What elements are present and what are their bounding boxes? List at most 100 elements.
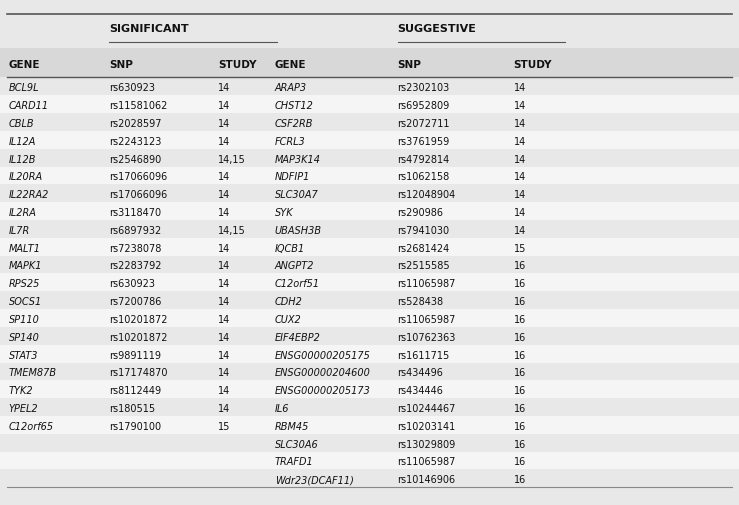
Text: 16: 16 — [514, 385, 526, 395]
Text: 16: 16 — [514, 439, 526, 449]
Text: TMEM87B: TMEM87B — [9, 368, 57, 378]
Bar — [0, 274, 739, 292]
Text: MAP3K14: MAP3K14 — [275, 154, 321, 164]
Text: rs11065987: rs11065987 — [398, 457, 456, 467]
Text: rs11065987: rs11065987 — [398, 279, 456, 289]
Text: 14: 14 — [218, 190, 231, 200]
Text: 14: 14 — [514, 136, 526, 146]
Text: 14: 14 — [218, 350, 231, 360]
Text: rs1790100: rs1790100 — [109, 421, 162, 431]
Text: rs12048904: rs12048904 — [398, 190, 456, 200]
Bar — [0, 114, 739, 132]
Text: rs6952809: rs6952809 — [398, 101, 450, 111]
Bar — [0, 434, 739, 452]
Bar — [0, 149, 739, 167]
Text: rs7238078: rs7238078 — [109, 243, 162, 253]
Text: ARAP3: ARAP3 — [275, 83, 307, 93]
Text: 14: 14 — [218, 385, 231, 395]
Text: 16: 16 — [514, 314, 526, 324]
Text: rs3118470: rs3118470 — [109, 208, 162, 218]
Text: ENSG00000204600: ENSG00000204600 — [275, 368, 371, 378]
Text: 14: 14 — [218, 261, 231, 271]
Text: Wdr23(DCAF11): Wdr23(DCAF11) — [275, 474, 354, 484]
Text: TRAFD1: TRAFD1 — [275, 457, 313, 467]
Text: rs630923: rs630923 — [109, 279, 155, 289]
Text: 14: 14 — [514, 208, 526, 218]
Bar — [0, 310, 739, 327]
Text: rs10201872: rs10201872 — [109, 332, 168, 342]
Text: C12orf65: C12orf65 — [9, 421, 54, 431]
Text: 14: 14 — [514, 190, 526, 200]
Text: 14: 14 — [218, 314, 231, 324]
Bar — [0, 238, 739, 256]
Text: rs10201872: rs10201872 — [109, 314, 168, 324]
Text: YPEL2: YPEL2 — [9, 403, 38, 413]
Text: SUGGESTIVE: SUGGESTIVE — [398, 24, 477, 34]
Text: 14: 14 — [218, 332, 231, 342]
Text: rs10146906: rs10146906 — [398, 474, 456, 484]
Text: rs17066096: rs17066096 — [109, 190, 168, 200]
Bar — [0, 363, 739, 381]
Text: 14: 14 — [514, 119, 526, 129]
Text: 14: 14 — [218, 136, 231, 146]
Text: 16: 16 — [514, 421, 526, 431]
Text: rs2283792: rs2283792 — [109, 261, 162, 271]
Text: rs290986: rs290986 — [398, 208, 443, 218]
Text: 14: 14 — [218, 296, 231, 307]
Text: UBASH3B: UBASH3B — [275, 225, 322, 235]
Text: 14: 14 — [218, 208, 231, 218]
Text: CBLB: CBLB — [9, 119, 35, 129]
Text: SOCS1: SOCS1 — [9, 296, 42, 307]
Text: SYK: SYK — [275, 208, 293, 218]
Bar — [0, 398, 739, 416]
Text: SNP: SNP — [109, 60, 133, 70]
Text: 14: 14 — [218, 83, 231, 93]
Bar — [0, 256, 739, 274]
Bar — [0, 345, 739, 363]
Text: 16: 16 — [514, 350, 526, 360]
Bar — [0, 15, 739, 49]
Text: 14: 14 — [218, 101, 231, 111]
Bar — [0, 185, 739, 203]
Text: TYK2: TYK2 — [9, 385, 33, 395]
Text: GENE: GENE — [275, 60, 307, 70]
Text: rs434446: rs434446 — [398, 385, 443, 395]
Text: NDFIP1: NDFIP1 — [275, 172, 310, 182]
Text: rs7200786: rs7200786 — [109, 296, 162, 307]
Text: 14: 14 — [514, 83, 526, 93]
Bar — [0, 203, 739, 221]
Text: rs8112449: rs8112449 — [109, 385, 162, 395]
Text: RPS25: RPS25 — [9, 279, 40, 289]
Text: rs2681424: rs2681424 — [398, 243, 450, 253]
Text: RBM45: RBM45 — [275, 421, 310, 431]
Text: FCRL3: FCRL3 — [275, 136, 306, 146]
Text: rs6897932: rs6897932 — [109, 225, 162, 235]
Text: STAT3: STAT3 — [9, 350, 38, 360]
Text: CUX2: CUX2 — [275, 314, 302, 324]
Text: 14: 14 — [514, 101, 526, 111]
Text: ENSG00000205175: ENSG00000205175 — [275, 350, 371, 360]
Text: rs11065987: rs11065987 — [398, 314, 456, 324]
Text: 16: 16 — [514, 474, 526, 484]
Text: CHST12: CHST12 — [275, 101, 314, 111]
Text: rs11581062: rs11581062 — [109, 101, 168, 111]
Text: rs1062158: rs1062158 — [398, 172, 450, 182]
Text: rs630923: rs630923 — [109, 83, 155, 93]
Text: rs7941030: rs7941030 — [398, 225, 450, 235]
Text: rs434496: rs434496 — [398, 368, 443, 378]
Text: 15: 15 — [218, 421, 231, 431]
Text: rs17066096: rs17066096 — [109, 172, 168, 182]
Text: SLC30A7: SLC30A7 — [275, 190, 319, 200]
Text: rs528438: rs528438 — [398, 296, 443, 307]
Text: rs13029809: rs13029809 — [398, 439, 456, 449]
Bar — [0, 416, 739, 434]
Text: 14: 14 — [218, 243, 231, 253]
Text: CSF2RB: CSF2RB — [275, 119, 313, 129]
Text: 16: 16 — [514, 457, 526, 467]
Text: 14: 14 — [218, 403, 231, 413]
Text: SP140: SP140 — [9, 332, 40, 342]
Text: C12orf51: C12orf51 — [275, 279, 320, 289]
Bar — [0, 381, 739, 398]
Text: 14: 14 — [218, 119, 231, 129]
Text: rs3761959: rs3761959 — [398, 136, 450, 146]
